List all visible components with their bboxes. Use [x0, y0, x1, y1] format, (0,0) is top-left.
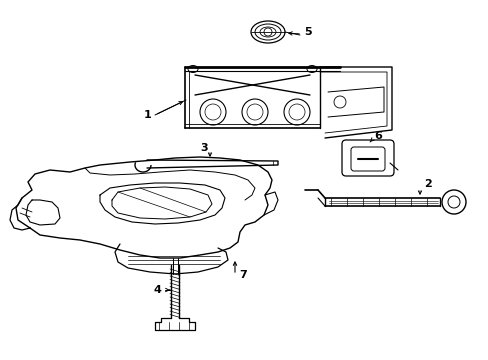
Text: 4: 4 [153, 285, 161, 295]
Text: 3: 3 [200, 143, 207, 153]
Text: 2: 2 [423, 179, 431, 189]
Text: 7: 7 [239, 270, 246, 280]
Text: 1: 1 [144, 110, 152, 120]
Text: 6: 6 [373, 131, 381, 141]
Text: 5: 5 [304, 27, 311, 37]
